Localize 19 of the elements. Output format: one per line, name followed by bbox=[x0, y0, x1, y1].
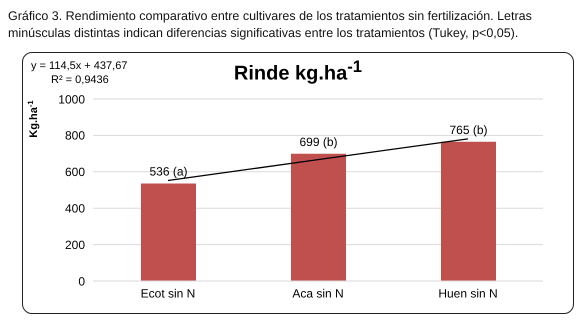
y-tick-label: 200 bbox=[64, 238, 86, 252]
text: y = 114,5x + 437,67 bbox=[31, 59, 128, 73]
chart-title: Rinde kg.ha$^{-1}$ bbox=[234, 57, 362, 85]
bar bbox=[141, 183, 196, 281]
x-tick-label: Aca sin N bbox=[292, 286, 344, 301]
bar bbox=[291, 154, 346, 281]
data-label: 536 (a) bbox=[149, 164, 188, 178]
y-tick-label: 400 bbox=[64, 201, 86, 216]
y-tick-label: 800 bbox=[64, 128, 86, 143]
y-tick-label: 600 bbox=[64, 165, 86, 180]
x-tick-label: Ecot sin N bbox=[140, 286, 196, 301]
y-tick-label: 1000 bbox=[58, 92, 86, 106]
y-tick-label: 0 bbox=[78, 274, 86, 288]
text: R² = 0,9436 bbox=[50, 73, 110, 87]
text: Gráfico 3. Rendimiento comparativo entre cultivares de los tratamientos sin fertilización. Letras minúsculas distintas indican diferencias significativas entre los tratamientos (Tukey, p<0,05). bbox=[8, 8, 533, 42]
x-tick-label: Huen sin N bbox=[438, 286, 498, 301]
bar bbox=[441, 142, 496, 281]
data-label: 765 (b) bbox=[449, 122, 488, 137]
data-label: 699 (b) bbox=[299, 134, 338, 149]
